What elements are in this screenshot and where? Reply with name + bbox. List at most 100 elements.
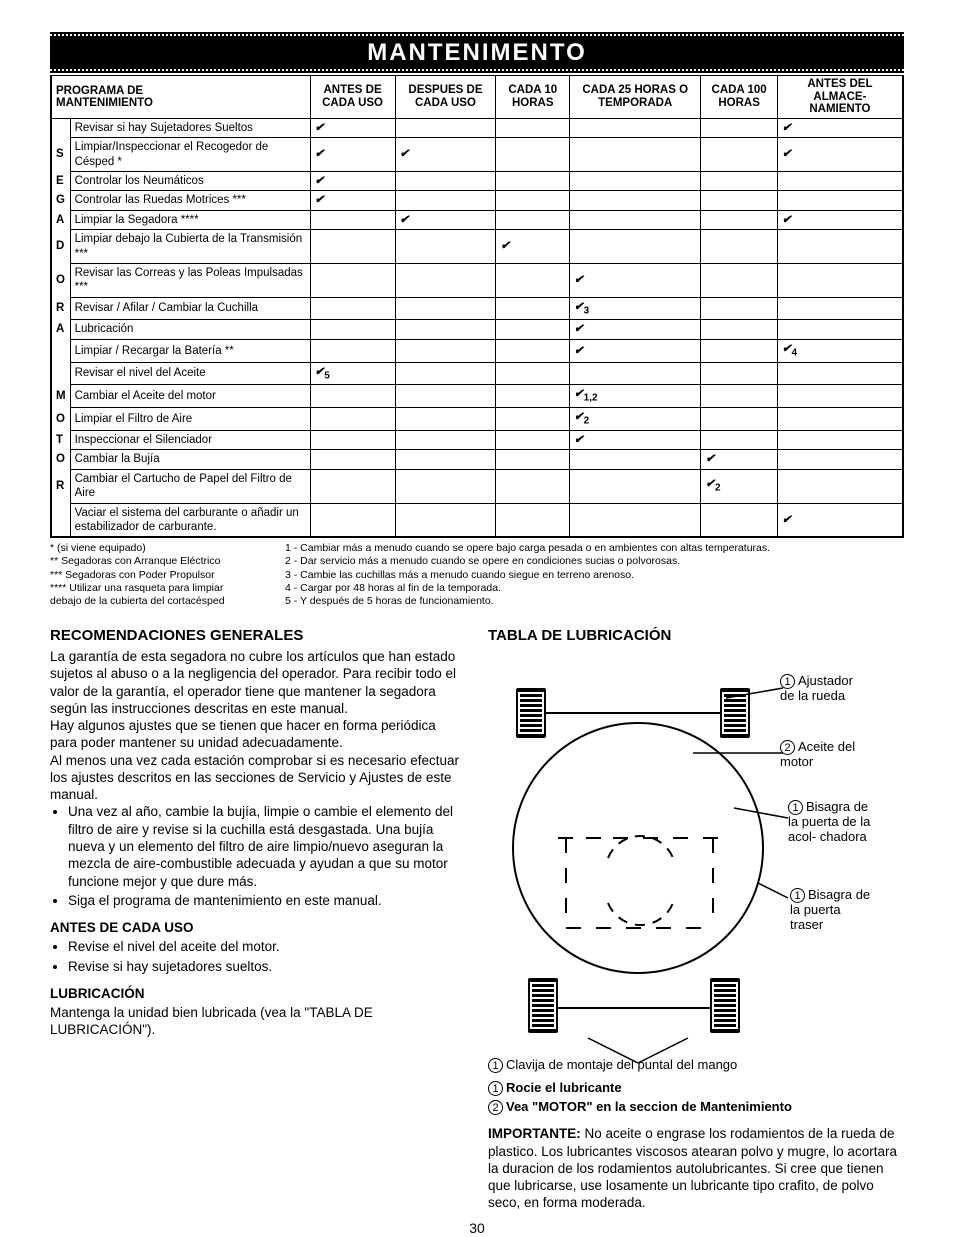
important-note: IMPORTANTE: No aceite o engrase los roda… <box>488 1125 904 1211</box>
legend-2: 2Vea "MOTOR" en la seccion de Mantenimie… <box>488 1099 904 1116</box>
side-letter <box>51 118 70 137</box>
check-cell <box>701 263 777 297</box>
check-cell <box>496 408 570 431</box>
check-cell <box>777 362 903 385</box>
check-cell <box>777 172 903 191</box>
check-cell <box>777 469 903 503</box>
side-letter: G <box>51 191 70 210</box>
check-cell <box>310 230 395 264</box>
table-row: EControlar los Neumáticos✔ <box>51 172 903 191</box>
check-cell <box>701 320 777 339</box>
maintenance-schedule-table: PROGRAMA DE MANTENIMIENTO ANTES DE CADA … <box>50 75 904 538</box>
table-row: MCambiar el Aceite del motor✔1,2 <box>51 385 903 408</box>
check-cell: ✔ <box>701 450 777 469</box>
paragraph: La garantía de esta segadora no cubre lo… <box>50 648 466 717</box>
check-cell <box>395 385 496 408</box>
table-row: DLimpiar debajo la Cubierta de la Transm… <box>51 230 903 264</box>
row-description: Vaciar el sistema del carburante o añadi… <box>70 503 310 537</box>
row-description: Revisar / Afilar / Cambiar la Cuchilla <box>70 297 310 320</box>
check-cell <box>496 210 570 229</box>
side-letter: S <box>51 138 70 172</box>
check-cell <box>496 172 570 191</box>
check-cell: ✔ <box>395 138 496 172</box>
table-row: TInspeccionar el Silenciador✔ <box>51 431 903 450</box>
check-cell <box>496 297 570 320</box>
check-cell <box>777 263 903 297</box>
check-cell <box>395 230 496 264</box>
side-letter: R <box>51 297 70 320</box>
list-item: Siga el programa de mantenimiento en est… <box>68 892 466 909</box>
page-number: 30 <box>50 1220 904 1237</box>
check-cell <box>310 431 395 450</box>
check-cell <box>701 385 777 408</box>
legend-1: 1Rocie el lubricante <box>488 1080 904 1097</box>
check-cell <box>395 362 496 385</box>
check-cell <box>496 450 570 469</box>
footnote-row: * (si viene equipado)1 - Cambiar más a m… <box>50 542 904 555</box>
footnote-left: **** Utilizar una rasqueta para limpiar <box>50 582 285 595</box>
row-description: Lubricación <box>70 320 310 339</box>
title-line2: MANTENIMIENTO <box>56 97 153 109</box>
check-cell: ✔5 <box>310 362 395 385</box>
check-cell <box>395 118 496 137</box>
list-item: Una vez al año, cambie la bujía, limpie … <box>68 803 466 889</box>
check-cell <box>777 431 903 450</box>
check-cell <box>395 469 496 503</box>
side-letter: M <box>51 385 70 408</box>
check-cell <box>310 385 395 408</box>
row-description: Revisar si hay Sujetadores Sueltos <box>70 118 310 137</box>
col-header: ANTES DEL ALMACE- NAMIENTO <box>777 76 903 119</box>
footnote-left: *** Segadoras con Poder Propulsor <box>50 569 285 582</box>
footnote-right: 4 - Cargar por 48 horas al fin de la tem… <box>285 582 904 595</box>
check-cell <box>570 469 701 503</box>
footnote-row: **** Utilizar una rasqueta para limpiar4… <box>50 582 904 595</box>
row-description: Controlar las Ruedas Motrices *** <box>70 191 310 210</box>
right-column: TABLA DE LUBRICACIÓN <box>488 626 904 1212</box>
check-cell <box>395 263 496 297</box>
check-cell <box>310 263 395 297</box>
bullet-list: Una vez al año, cambie la bujía, limpie … <box>50 803 466 909</box>
side-letter: O <box>51 263 70 297</box>
check-cell <box>310 210 395 229</box>
check-cell <box>701 408 777 431</box>
check-cell <box>701 503 777 537</box>
table-row: RRevisar / Afilar / Cambiar la Cuchilla✔… <box>51 297 903 320</box>
check-cell <box>570 362 701 385</box>
check-cell <box>701 118 777 137</box>
check-cell <box>570 172 701 191</box>
check-cell <box>496 469 570 503</box>
check-cell: ✔ <box>310 172 395 191</box>
check-cell <box>310 450 395 469</box>
check-cell <box>496 339 570 362</box>
table-row: OLimpiar el Filtro de Aire✔2 <box>51 408 903 431</box>
check-cell <box>777 320 903 339</box>
footnote-row: ** Segadoras con Arranque Eléctrico2 - D… <box>50 555 904 568</box>
col-header: CADA 25 HORAS O TEMPORADA <box>570 76 701 119</box>
check-cell <box>395 172 496 191</box>
footnote-row: *** Segadoras con Poder Propulsor3 - Cam… <box>50 569 904 582</box>
side-letter: O <box>51 408 70 431</box>
check-cell <box>570 210 701 229</box>
check-cell <box>570 230 701 264</box>
check-cell <box>310 408 395 431</box>
side-letter: A <box>51 210 70 229</box>
table-row: Vaciar el sistema del carburante o añadi… <box>51 503 903 537</box>
footnote-left: ** Segadoras con Arranque Eléctrico <box>50 555 285 568</box>
check-cell <box>777 450 903 469</box>
heading-recomendaciones: RECOMENDACIONES GENERALES <box>50 626 466 645</box>
left-column: RECOMENDACIONES GENERALES La garantía de… <box>50 626 466 1212</box>
check-cell <box>310 320 395 339</box>
footnote-row: debajo de la cubierta del cortacésped5 -… <box>50 595 904 608</box>
row-description: Cambiar el Cartucho de Papel del Filtro … <box>70 469 310 503</box>
check-cell <box>701 210 777 229</box>
table-row: ALimpiar la Segadora ****✔✔ <box>51 210 903 229</box>
check-cell <box>395 320 496 339</box>
side-letter <box>51 362 70 385</box>
side-letter: E <box>51 172 70 191</box>
row-description: Limpiar / Recargar la Batería ** <box>70 339 310 362</box>
check-cell <box>395 450 496 469</box>
bullet-list: Revise el nivel del aceite del motor. Re… <box>50 938 466 975</box>
footnote-right: 5 - Y después de 5 horas de funcionamien… <box>285 595 904 608</box>
check-cell: ✔ <box>496 230 570 264</box>
col-header: CADA 10 HORAS <box>496 76 570 119</box>
